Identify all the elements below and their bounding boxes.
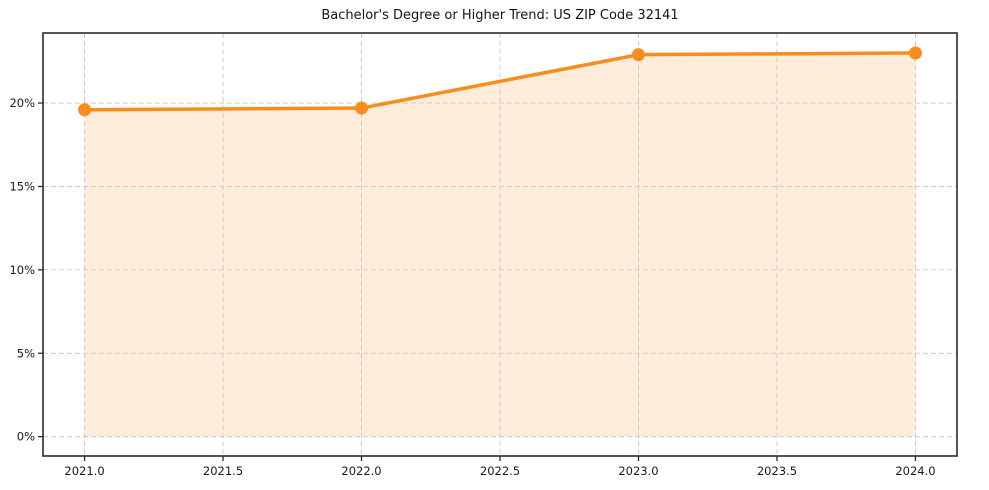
- data-point-marker: [355, 101, 369, 115]
- data-point-marker: [631, 48, 645, 62]
- y-axis-tick-label: 15%: [9, 179, 35, 193]
- y-axis-tick-label: 20%: [9, 96, 35, 110]
- data-point-marker: [78, 103, 92, 117]
- x-axis-tick-label: 2024.0: [895, 464, 935, 478]
- x-axis-tick-label: 2021.0: [64, 464, 104, 478]
- x-axis-tick-label: 2022.5: [480, 464, 520, 478]
- chart-title: Bachelor's Degree or Higher Trend: US ZI…: [321, 8, 679, 23]
- data-point-marker: [908, 46, 922, 60]
- trend-line: [82, 51, 918, 112]
- x-axis-tick-label: 2023.5: [757, 464, 797, 478]
- x-axis-tick-label: 2023.0: [618, 464, 658, 478]
- y-axis-tick-label: 5%: [17, 346, 35, 360]
- x-axis-tick-label: 2021.5: [203, 464, 243, 478]
- y-axis-tick-label: 0%: [17, 430, 35, 444]
- x-axis-tick-label: 2022.0: [341, 464, 381, 478]
- y-axis-tick-label: 10%: [9, 263, 35, 277]
